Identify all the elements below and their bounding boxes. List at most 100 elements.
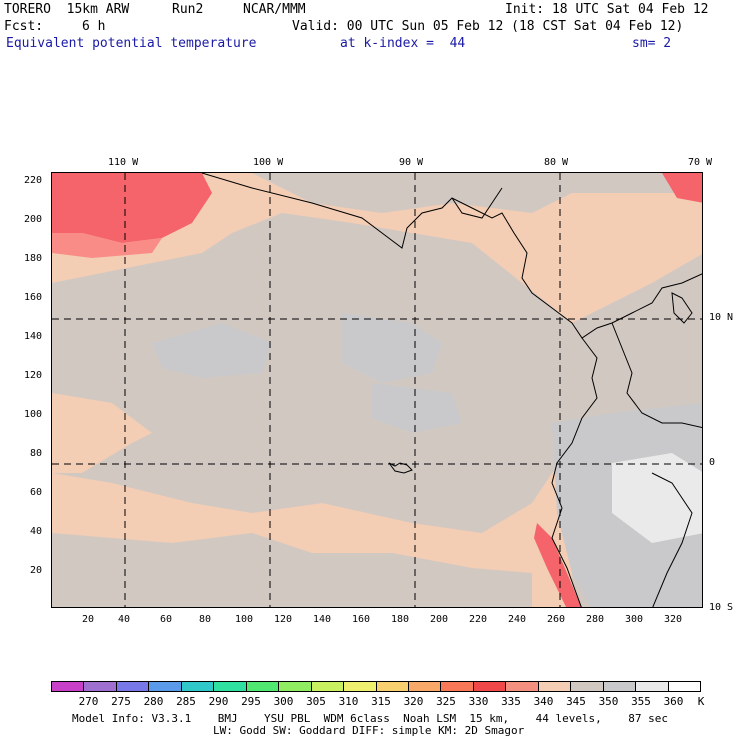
lon-label-110w: 110 W [108, 157, 139, 168]
colorbar-label: 280 [143, 695, 164, 708]
physics-info: LW: Godd SW: Goddard DIFF: simple KM: 2D… [213, 724, 525, 737]
org-label: NCAR/MMM [243, 2, 306, 17]
lon-label-100w: 100 W [253, 157, 284, 168]
colorbar-swatch [149, 682, 182, 691]
colorbar-label: 350 [598, 695, 619, 708]
x-tick: 160 [352, 614, 371, 625]
grid-lines [52, 173, 702, 607]
y-tick: 40 [30, 526, 43, 537]
y-tick: 140 [24, 331, 43, 342]
colorbar-swatch [603, 682, 637, 691]
colorbar-label: 345 [566, 695, 586, 708]
y-tick: 80 [30, 448, 43, 459]
level-index: at k-index = 44 [340, 36, 466, 51]
x-tick: 40 [118, 614, 131, 625]
x-tick: 80 [199, 614, 212, 625]
y-tick: 180 [24, 253, 43, 264]
y-tick: 220 [24, 175, 43, 186]
colorbar-swatch [181, 682, 215, 691]
x-tick: 280 [586, 614, 605, 625]
hot-region-nw [52, 173, 212, 243]
x-tick: 120 [274, 614, 293, 625]
colorbar-swatch [571, 682, 604, 691]
colorbar-label: 315 [371, 695, 391, 708]
colorbar-swatch [84, 682, 117, 691]
colorbar-unit: K [697, 695, 705, 708]
colorbar-label: 310 [338, 695, 359, 708]
y-tick: 60 [30, 487, 43, 498]
lon-label-90w: 90 W [399, 157, 424, 168]
colorbar-swatch [636, 682, 669, 691]
colorbar-swatch [506, 682, 539, 691]
colorbar-swatch [473, 682, 507, 691]
colorbar-label: 325 [436, 695, 456, 708]
grey-patch [342, 313, 442, 383]
colorbar-label: 270 [78, 695, 99, 708]
colorbar-swatch [52, 682, 85, 691]
grey-patch [152, 323, 272, 378]
colorbar-label: 290 [208, 695, 229, 708]
colorbar-swatch [279, 682, 312, 691]
colorbar-label: 285 [176, 695, 196, 708]
lon-label-70w: 70 W [688, 157, 713, 168]
field-name: Equivalent potential temperature [6, 36, 257, 51]
x-tick: 220 [469, 614, 488, 625]
colorbar-label: 340 [533, 695, 554, 708]
x-tick: 100 [235, 614, 254, 625]
cool-band-south [52, 533, 532, 607]
y-tick: 20 [30, 565, 43, 576]
x-tick: 260 [547, 614, 566, 625]
map-plot [51, 172, 703, 608]
colorbar-swatch [246, 682, 280, 691]
colorbar-swatch [214, 682, 247, 691]
x-tick: 200 [430, 614, 449, 625]
init-time: Init: 18 UTC Sat 04 Feb 12 [505, 2, 709, 17]
lon-label-80w: 80 W [544, 157, 569, 168]
hot-region-ne [662, 173, 702, 203]
x-tick: 300 [625, 614, 644, 625]
x-tick: 240 [508, 614, 527, 625]
x-tick: 140 [313, 614, 332, 625]
colorbar-swatch [376, 682, 409, 691]
colorbar-swatch [344, 682, 377, 691]
colorbar-swatch [441, 682, 474, 691]
map-svg [52, 173, 702, 607]
lat-label-10s: 10 S [709, 602, 734, 613]
hot-strip-peru [534, 523, 582, 607]
colorbar-label: 355 [631, 695, 651, 708]
warm-band-north [52, 173, 702, 323]
warm-patch-west [52, 393, 152, 473]
colorbar-swatch [668, 682, 701, 691]
colorbar-swatch [311, 682, 345, 691]
y-tick: 100 [24, 409, 43, 420]
forecast-hour: 6 h [82, 19, 106, 34]
colorbar-label: 320 [403, 695, 424, 708]
colorbar-label: 360 [663, 695, 684, 708]
run-label: Run2 [172, 2, 204, 17]
colorbar-label: 275 [111, 695, 131, 708]
x-tick: 320 [664, 614, 683, 625]
colorbar [51, 681, 701, 692]
lat-label-0: 0 [709, 457, 716, 468]
colorbar-label: 295 [241, 695, 261, 708]
lat-label-10n: 10 N [709, 312, 734, 323]
y-tick: 200 [24, 214, 43, 225]
colorbar-label: 300 [273, 695, 294, 708]
colorbar-label: 335 [501, 695, 521, 708]
x-tick: 180 [391, 614, 410, 625]
x-tick: 20 [82, 614, 95, 625]
grey-patch [372, 383, 462, 433]
coastlines [201, 173, 702, 607]
colorbar-label: 305 [306, 695, 326, 708]
colorbar-label: 330 [468, 695, 489, 708]
smoothing-label: sm= 2 [632, 36, 672, 51]
land-light-sa [612, 453, 702, 543]
warm-region-nw [52, 233, 162, 258]
y-tick: 120 [24, 370, 43, 381]
colorbar-swatch [116, 682, 150, 691]
model-title: TORERO 15km ARW [4, 2, 130, 17]
x-tick: 60 [160, 614, 173, 625]
colorbar-swatch [538, 682, 572, 691]
y-tick: 160 [24, 292, 43, 303]
forecast-label: Fcst: [4, 19, 44, 34]
